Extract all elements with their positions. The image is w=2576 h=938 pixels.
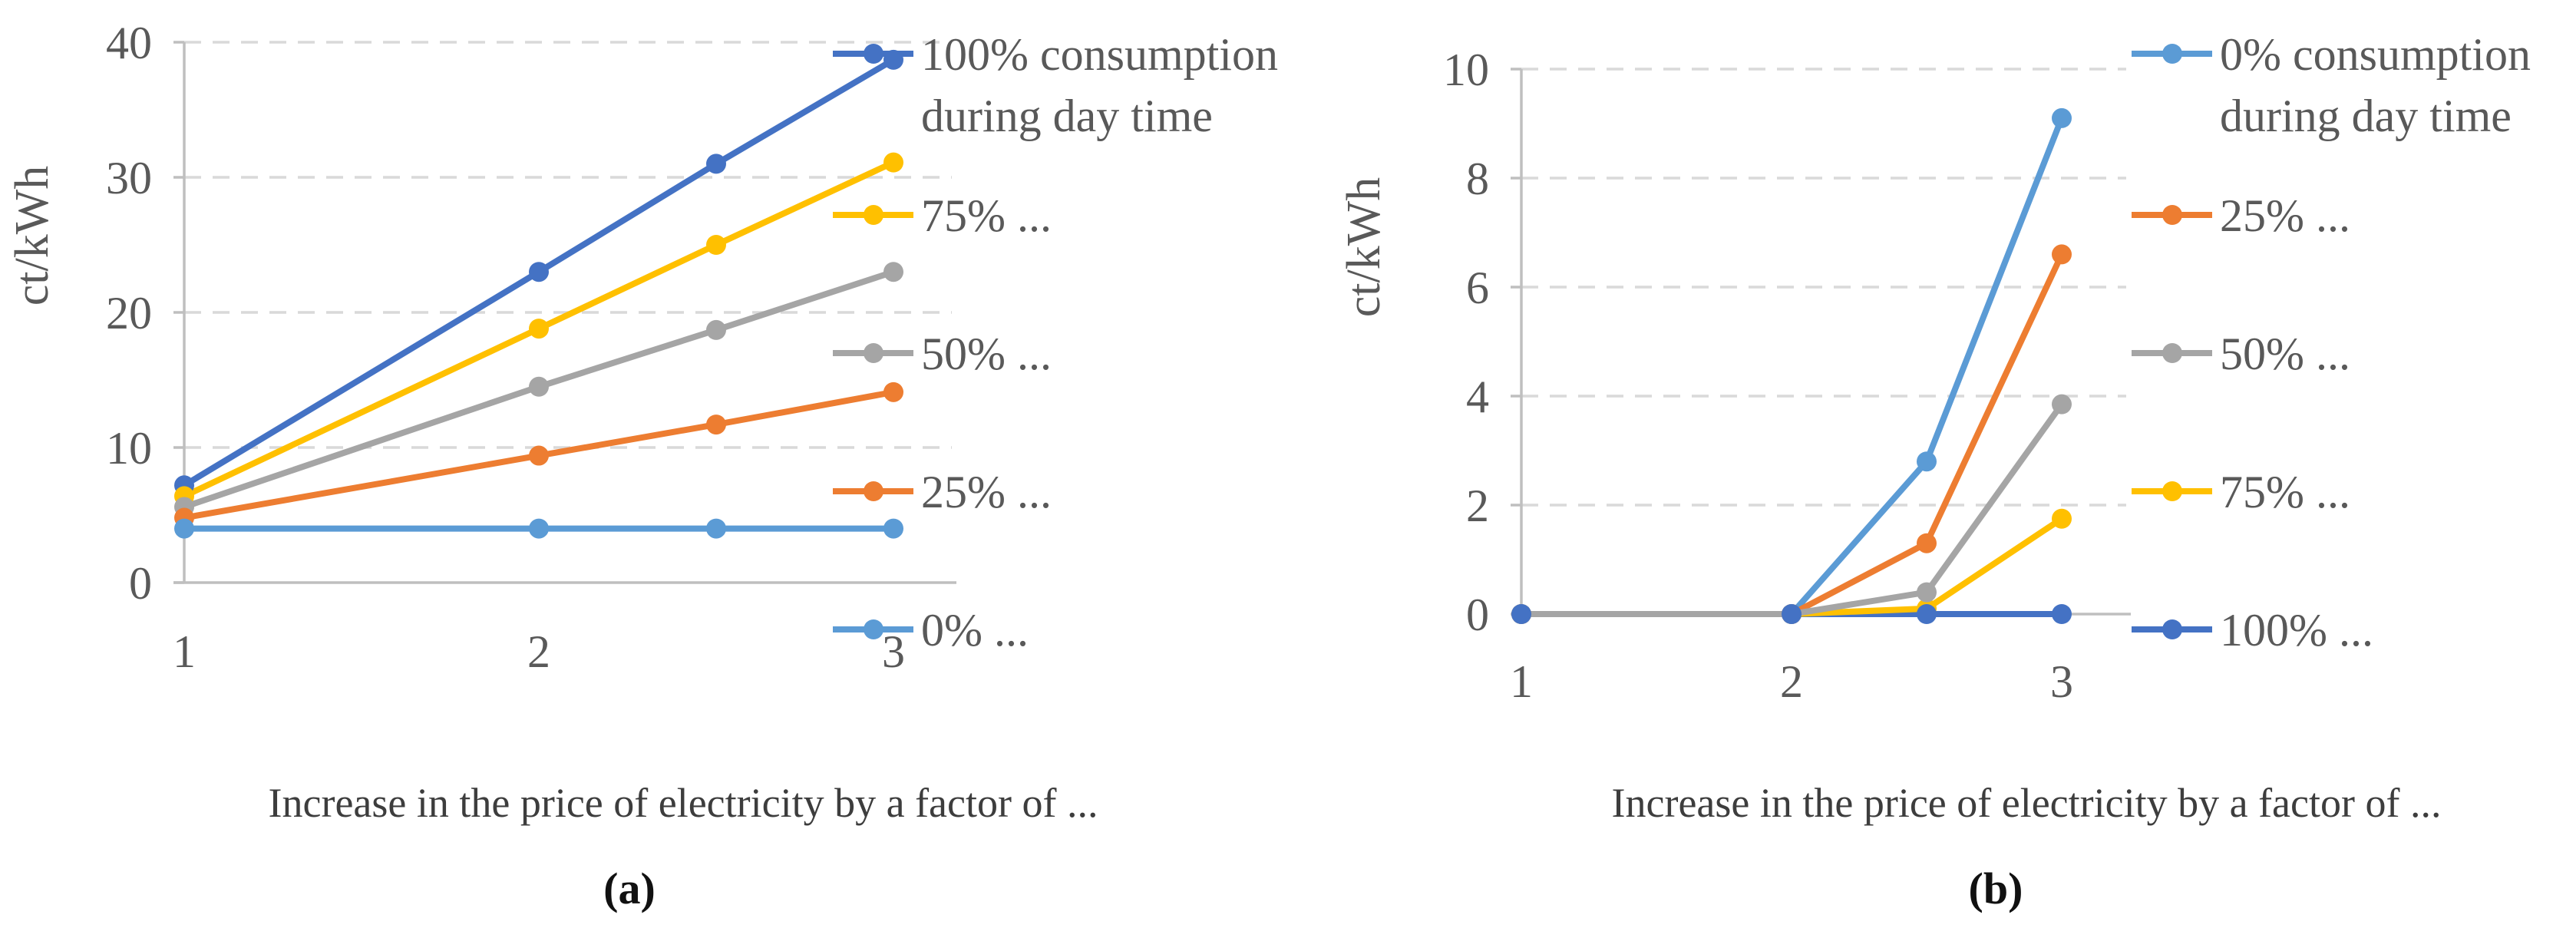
chart-b-x-axis-title: Increase in the price of electricity by … [1612,780,2442,826]
chart-b-series-4-marker-x2.5 [1917,604,1937,624]
chart-b-legend-marker-dot-3 [2162,481,2182,501]
chart-a-graphics [173,41,956,639]
chart-b-ytick-8: 8 [1466,154,1489,204]
chart-a-legend-label-75pct: 75% ... [921,190,1052,241]
chart-a-legend-marker-dot-3 [864,481,883,501]
chart-a-legend-marker-dot-1 [864,205,883,225]
chart-b-ytick-10: 10 [1443,45,1489,95]
chart-b-xtick-3: 3 [2050,656,2073,707]
chart-a-xtick-3: 3 [882,626,905,677]
chart-b-series-line-0 [1518,114,2065,617]
chart-b-xtick-1: 1 [1510,656,1533,707]
chart-b-series-line-3 [1518,515,2065,617]
chart-a-series-2-marker-x3 [883,262,903,282]
chart-b-series-line-1 [1518,251,2065,617]
chart-a-series-line-3 [181,388,897,521]
chart-a-legend-marker-dot-2 [864,343,883,363]
chart-a-ytick-20: 20 [106,288,152,339]
chart-a-legend-marker-dot-0 [864,44,883,64]
chart-b-legend-label-100pct: 100% ... [2220,605,2373,656]
chart-a-series-4-marker-x2.5 [706,518,726,539]
chart-b-graphics [1511,44,2212,639]
chart-a-series-line-0 [181,56,897,489]
chart-b-legend-label-0pct-line2: during day time [2220,91,2512,141]
chart-a-series-4-marker-x1 [174,518,194,539]
chart-a-legend-label-0pct: 0% ... [921,605,1029,656]
chart-b-legend-label-0pct-line1: 0% consumption [2220,29,2531,80]
chart-b-legend-marker-dot-2 [2162,343,2182,363]
chart-a-series-3-marker-x2 [529,445,549,466]
chart-b-series-4-marker-x1 [1511,604,1531,624]
chart-a-series-3-marker-x2.5 [706,415,726,435]
chart-a-ytick-0: 0 [129,558,152,609]
chart-a-y-axis-title: ct/kWh [6,166,58,306]
chart-a-series-4-marker-x3 [883,518,903,539]
chart-a-xtick-1: 1 [173,626,196,677]
chart-b-ytick-0: 0 [1466,590,1489,640]
chart-a-series-line-1 [181,159,897,500]
chart-b-series-0-marker-x2.5 [1917,451,1937,472]
chart-a-legend-marker-dot-4 [864,619,883,639]
chart-b-series-line-2 [1518,401,2065,617]
chart-a-series-line-2 [181,269,897,510]
chart-b-series-1-marker-x3 [2052,244,2072,265]
chart-a-panel-label: (a) [603,864,656,913]
chart-b-y-axis-title: ct/kWh [1338,177,1390,318]
chart-b-legend-label-50pct: 50% ... [2220,329,2350,379]
chart-a-x-axis-title: Increase in the price of electricity by … [269,780,1098,826]
chart-a-ytick-10: 10 [106,423,152,474]
chart-b-legend-label-25pct: 25% ... [2220,190,2350,241]
chart-b-series-4-marker-x2 [1782,604,1802,624]
chart-b-panel-label: (b) [1969,864,2023,913]
chart-b-legend-label-75pct: 75% ... [2220,467,2350,517]
chart-a-ytick-40: 40 [106,18,152,68]
chart-b-xtick-2: 2 [1780,656,1803,707]
chart-b-series-3-marker-x3 [2052,508,2072,529]
chart-b-ytick-4: 4 [1466,372,1489,422]
chart-a-legend-label-50pct: 50% ... [921,329,1052,379]
chart-a-series-2-marker-x2.5 [706,319,726,340]
chart-b-legend-marker-dot-0 [2162,44,2182,64]
chart-a-series-0-marker-x2.5 [706,154,726,174]
chart-a-series-1-marker-x2 [529,319,549,339]
chart-b-legend-marker-dot-1 [2162,205,2182,225]
chart-a-series-4-marker-x2 [529,518,549,539]
chart-b-series-2-marker-x2.5 [1917,582,1937,603]
chart-b-series-4-marker-x3 [2052,604,2072,624]
chart-b-legend-marker-dot-4 [2162,619,2182,639]
chart-a-legend-label-100pct-line1: 100% consumption [921,29,1278,80]
chart-a-series-3-marker-x3 [883,381,903,402]
chart-b-series-0-marker-x3 [2052,107,2072,128]
chart-b-ytick-6: 6 [1466,263,1489,313]
chart-a-series-1-marker-x3 [883,152,903,173]
chart-a-series-2-marker-x2 [529,376,549,397]
chart-a-xtick-2: 2 [527,626,550,677]
chart-a-ytick-30: 30 [106,153,152,203]
chart-b-series-1-marker-x2.5 [1917,533,1937,553]
chart-a-series-1-marker-x2.5 [706,235,726,255]
chart-b-ytick-2: 2 [1466,481,1489,531]
chart-b-series-2-marker-x3 [2052,394,2072,415]
chart-a-legend-label-25pct: 25% ... [921,467,1052,517]
chart-a-legend-label-100pct-line2: during day time [921,91,1213,141]
chart-a-series-0-marker-x2 [529,262,549,282]
